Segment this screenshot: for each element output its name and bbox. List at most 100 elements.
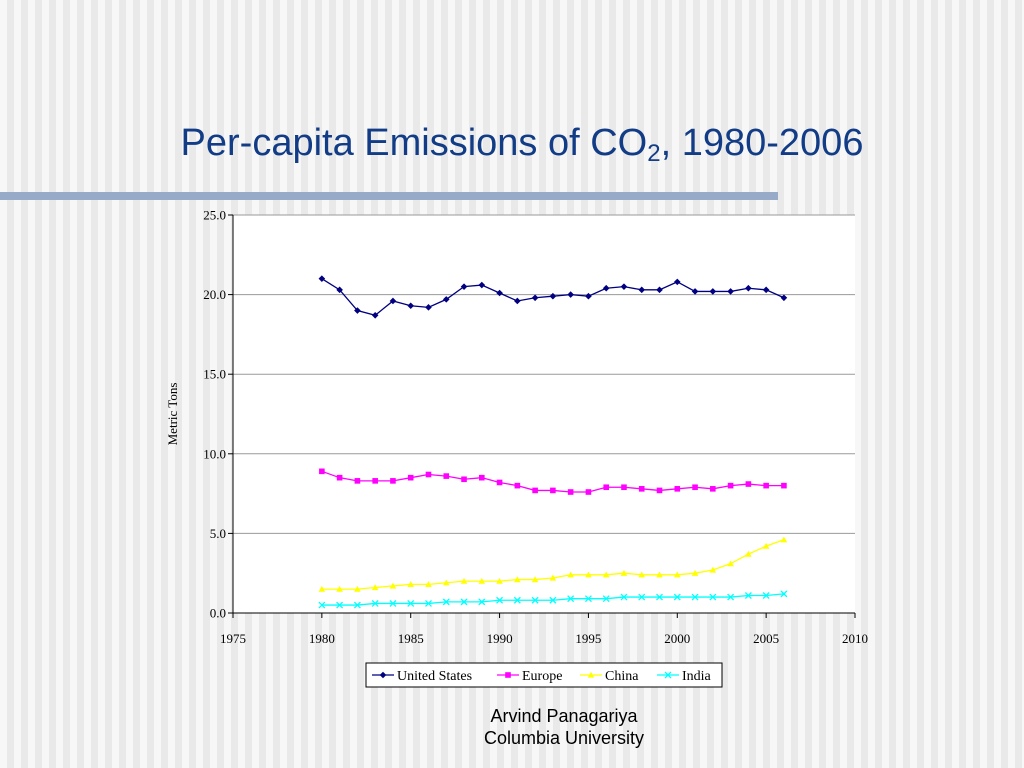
x-tick-label: 1995 [575, 631, 601, 646]
data-point-united-states [354, 307, 361, 314]
data-point-united-states [745, 284, 752, 292]
data-point-india [602, 595, 610, 603]
data-point-united-states [585, 292, 592, 300]
data-point-europe [585, 489, 592, 495]
data-point-india [531, 596, 539, 604]
x-tick-label: 1975 [220, 631, 246, 646]
data-point-united-states [371, 311, 379, 319]
data-point-united-states [762, 286, 770, 294]
y-tick-label: 20.0 [203, 287, 226, 302]
data-point-united-states [549, 292, 557, 300]
data-point-united-states [442, 296, 450, 303]
data-point-united-states [425, 304, 432, 311]
data-point-china [745, 550, 752, 557]
data-point-india [620, 593, 628, 601]
marker-stroke [353, 601, 361, 609]
data-point-india [691, 593, 699, 601]
data-point-india [336, 601, 344, 609]
data-point-china [673, 571, 681, 578]
marker-stroke [780, 590, 788, 598]
legend-item-china: China [580, 669, 639, 684]
data-point-europe [781, 482, 787, 489]
legend-label: China [605, 669, 639, 684]
data-point-china [585, 571, 592, 578]
legend-marker-india [664, 671, 672, 679]
data-point-china [691, 569, 699, 576]
data-point-united-states [638, 286, 646, 294]
data-point-india [567, 595, 575, 603]
legend-label: India [682, 669, 712, 684]
marker-stroke [727, 593, 735, 601]
marker-stroke [496, 596, 504, 604]
data-point-europe [710, 486, 716, 492]
data-point-united-states [727, 288, 734, 295]
marker-stroke [762, 592, 770, 599]
data-point-united-states [673, 278, 681, 286]
data-point-europe [407, 474, 414, 481]
marker-stroke [318, 601, 326, 609]
legend-label: Europe [522, 669, 562, 684]
data-point-china [407, 581, 415, 587]
data-point-china [425, 581, 432, 587]
data-point-united-states [620, 283, 628, 290]
data-point-europe [745, 481, 752, 487]
data-point-europe [319, 468, 325, 475]
data-point-united-states [407, 302, 415, 310]
data-point-india [656, 593, 663, 601]
marker-stroke [584, 595, 592, 603]
data-point-india [318, 601, 326, 609]
data-point-europe [372, 478, 378, 484]
data-point-india [425, 599, 432, 607]
data-point-europe [656, 487, 663, 494]
data-point-china [620, 569, 628, 576]
data-point-europe [443, 473, 450, 479]
footer-affiliation: Columbia University [483, 728, 645, 748]
data-point-europe [638, 486, 645, 492]
data-point-india [638, 593, 646, 601]
data-point-china [478, 577, 486, 584]
data-point-india [513, 596, 521, 604]
data-point-china [549, 574, 557, 581]
plot-area [233, 215, 855, 613]
data-point-china [780, 536, 788, 543]
x-tick-label: 2010 [842, 631, 868, 646]
marker-stroke [673, 593, 681, 601]
legend-marker-china [587, 671, 595, 678]
slide-title-rest: , 1980-2006 [660, 122, 864, 164]
data-point-europe [425, 471, 432, 478]
data-point-europe [479, 474, 485, 481]
marker-stroke [531, 596, 539, 604]
data-point-europe [532, 487, 538, 494]
x-tick-label: 2000 [664, 631, 690, 646]
data-point-europe [496, 479, 503, 486]
data-point-china [496, 577, 503, 584]
y-tick-label: 5.0 [210, 526, 226, 541]
data-point-united-states [602, 284, 610, 292]
data-point-china [354, 585, 361, 592]
series-europe [319, 468, 787, 495]
data-point-india [744, 592, 752, 599]
data-point-china [656, 571, 663, 578]
data-point-europe [336, 474, 343, 481]
data-point-india [460, 598, 468, 606]
data-point-china [762, 542, 770, 549]
data-point-india [673, 593, 681, 601]
data-point-united-states [389, 297, 397, 305]
data-point-united-states [336, 286, 343, 294]
x-tick-label: 1985 [398, 631, 424, 646]
marker-stroke [425, 599, 432, 607]
data-point-india [780, 590, 788, 598]
marker-stroke [336, 601, 344, 609]
series-india [318, 590, 788, 609]
data-point-united-states [496, 289, 503, 297]
data-point-europe [603, 484, 609, 491]
data-point-europe [390, 478, 396, 484]
data-point-europe [354, 478, 361, 484]
data-point-china [318, 585, 326, 592]
data-point-india [371, 599, 379, 607]
marker-stroke [549, 596, 557, 604]
marker-stroke [460, 598, 468, 606]
marker-stroke [371, 599, 379, 607]
data-point-india [353, 601, 361, 609]
